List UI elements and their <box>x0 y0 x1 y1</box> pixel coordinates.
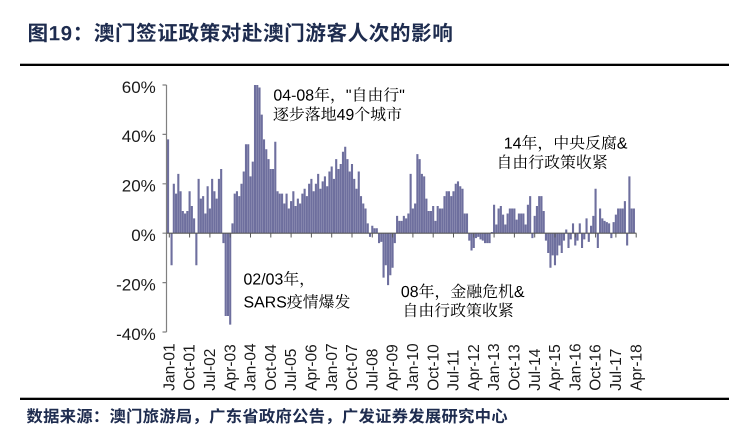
svg-text:Oct-07: Oct-07 <box>344 344 361 391</box>
svg-text:Oct-04: Oct-04 <box>263 344 280 391</box>
svg-text:Apr-15: Apr-15 <box>547 344 564 391</box>
svg-text:Jul-08: Jul-08 <box>364 349 381 391</box>
svg-text:Apr-09: Apr-09 <box>385 344 402 391</box>
svg-text:60%: 60% <box>122 78 156 97</box>
svg-text:-40%: -40% <box>116 325 156 344</box>
svg-text:Apr-06: Apr-06 <box>304 344 321 391</box>
svg-text:Jul-05: Jul-05 <box>283 349 300 391</box>
svg-text:Jan-10: Jan-10 <box>405 343 422 391</box>
svg-text:-20%: -20% <box>116 275 156 294</box>
svg-text:Jan-04: Jan-04 <box>243 343 260 391</box>
svg-text:Oct-01: Oct-01 <box>182 344 199 391</box>
svg-text:Apr-18: Apr-18 <box>628 344 645 391</box>
svg-text:20%: 20% <box>122 177 156 196</box>
svg-text:Jul-02: Jul-02 <box>202 349 219 391</box>
svg-text:Jul-14: Jul-14 <box>527 348 544 391</box>
svg-text:Oct-10: Oct-10 <box>425 344 442 391</box>
svg-text:Oct-13: Oct-13 <box>507 344 524 391</box>
svg-text:Jan-01: Jan-01 <box>161 343 178 390</box>
svg-text:0%: 0% <box>131 226 156 245</box>
svg-text:Jan-07: Jan-07 <box>324 343 341 390</box>
svg-text:Apr-03: Apr-03 <box>222 344 239 391</box>
svg-text:Jan-16: Jan-16 <box>567 343 584 390</box>
svg-text:Jan-13: Jan-13 <box>486 343 503 390</box>
svg-text:Oct-16: Oct-16 <box>588 344 605 391</box>
svg-text:40%: 40% <box>122 127 156 146</box>
svg-text:Apr-12: Apr-12 <box>466 344 483 391</box>
svg-text:Jul-17: Jul-17 <box>608 349 625 391</box>
svg-text:Jul-11: Jul-11 <box>446 350 463 391</box>
